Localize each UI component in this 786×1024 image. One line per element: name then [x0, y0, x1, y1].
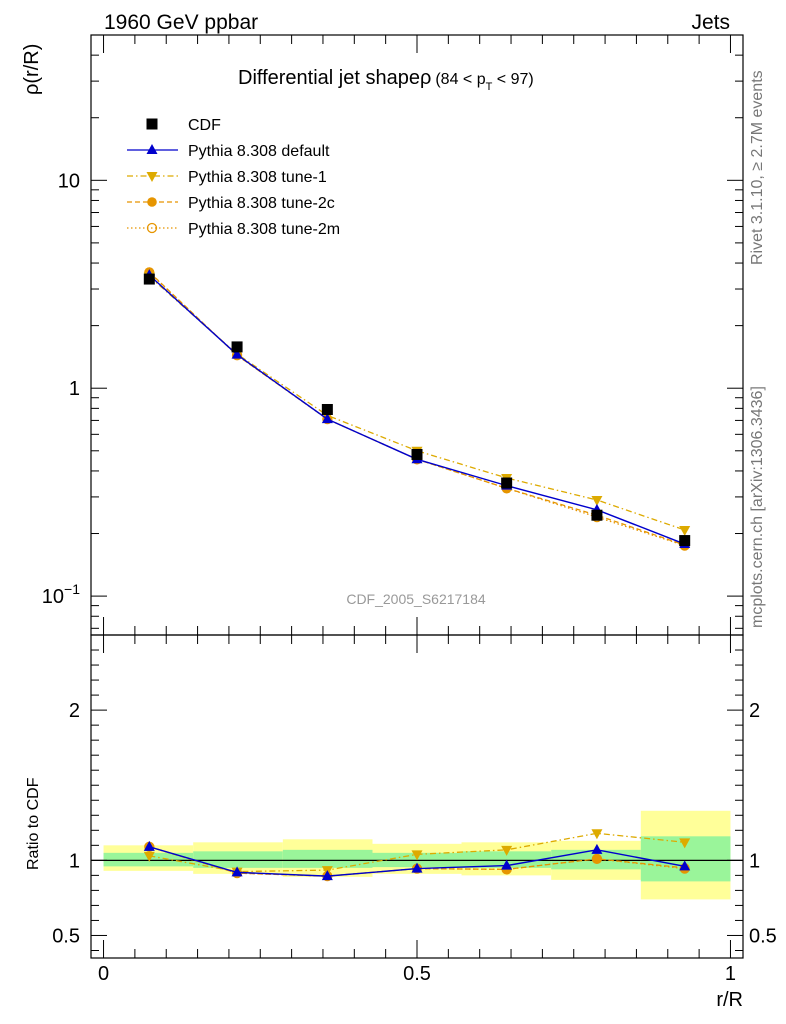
main-title-cut-pre: (84 < p [435, 71, 485, 88]
ratio-point-default-6 [679, 860, 691, 871]
main-point-cdf-6 [679, 535, 691, 547]
ratio-xtick-label-1: 0.5 [403, 963, 431, 985]
legend-entry-tune2m: Pythia 8.308 tune-2m [127, 221, 340, 238]
ratio-xtick-label-2: 1 [725, 963, 736, 985]
legend-label-tune1: Pythia 8.308 tune-1 [188, 169, 327, 186]
legend-marker-cdf [146, 118, 158, 130]
ratio-point-tune1-4 [501, 845, 513, 856]
legend-label-tune2m: Pythia 8.308 tune-2m [188, 221, 340, 238]
main-point-cdf-1 [231, 341, 243, 353]
main-ytick-label-2: 10−1 [42, 581, 80, 608]
ratio-point-default-5 [591, 843, 603, 854]
main-point-cdf-3 [411, 448, 423, 460]
main-line-tune2m [148, 272, 685, 547]
main-point-tune1-5 [591, 495, 603, 506]
side-text-top: Rivet 3.1.10, ≥ 2.7M events [749, 70, 766, 265]
legend-marker-tune2m [146, 222, 158, 234]
legend-entry-tune1: Pythia 8.308 tune-1 [127, 169, 327, 186]
main-title-main: Differential jet shapeρ [238, 67, 431, 89]
ratio-point-default-4 [501, 859, 513, 870]
legend-entry-tune2c: Pythia 8.308 tune-2c [127, 195, 335, 212]
legend-label-tune2c: Pythia 8.308 tune-2c [188, 195, 335, 212]
main-point-default-2 [321, 413, 333, 424]
ratio-point-default-0 [143, 840, 155, 851]
ratio-ytick-label-right-1: 1 [749, 850, 760, 872]
ratio-point-default-3 [411, 862, 423, 873]
main-line-tune2c [148, 271, 685, 546]
ratio-ylabel: Ratio to CDF [25, 777, 42, 870]
legend-marker-tune2c [147, 197, 157, 207]
main-title: Differential jet shapeρ (84 < pT < 97) [238, 67, 534, 93]
main-point-cdf-2 [321, 403, 333, 415]
ratio-frame [90, 634, 744, 959]
main-ytick-label-0: 10 [58, 170, 80, 192]
ratio-point-tune2c-5 [592, 854, 602, 864]
legend-entry-default: Pythia 8.308 default [127, 143, 330, 160]
legend-label-cdf: CDF [188, 117, 221, 134]
legend-entry-cdf: CDF [146, 117, 221, 134]
main-point-cdf-4 [501, 477, 513, 489]
ratio-ytick-label-left-0: 2 [69, 700, 80, 722]
main-line-tune1 [148, 275, 685, 531]
ratio-band-inner-4 [461, 851, 552, 868]
ratio-ytick-label-left-2: 0.5 [52, 925, 80, 947]
main-title-cut-post: < 97) [492, 71, 533, 88]
main-watermark: CDF_2005_S6217184 [346, 591, 486, 607]
ratio-point-default-1 [231, 866, 243, 877]
header-left: 1960 GeV ppbar [104, 11, 258, 34]
main-point-tune1-6 [679, 525, 691, 536]
main-ytick-label-1: 1 [69, 378, 80, 400]
ratio-ytick-label-left-1: 1 [69, 850, 80, 872]
main-point-cdf-0 [143, 273, 155, 285]
main-point-cdf-5 [591, 509, 603, 521]
header-right: Jets [691, 11, 730, 34]
side-text-bottom: mcplots.cern.ch [arXiv:1306.3436] [749, 386, 766, 628]
ratio-panel: 2 2 1 1 0.5 0.5 0 0.5 1 Ratio to CDF r/R [25, 634, 777, 1011]
ratio-band-inner-2 [282, 849, 373, 868]
legend-label-default: Pythia 8.308 default [188, 143, 330, 160]
legend: CDF Pythia 8.308 default Pythia 8.308 tune… [127, 117, 340, 238]
main-ylabel: ρ(r/R) [21, 44, 43, 95]
ratio-point-tune1-3 [411, 850, 423, 861]
ratio-xlabel: r/R [716, 989, 743, 1011]
ratio-point-default-2 [321, 870, 333, 881]
main-panel: 10 1 10−1 Differential jet shapeρ (84 < pT … [21, 34, 744, 636]
ratio-ytick-label-right-2: 0.5 [749, 925, 777, 947]
ratio-point-tune1-5 [591, 829, 603, 840]
main-title-cut-sub: T [486, 81, 493, 93]
ratio-point-tune1-0 [143, 851, 155, 862]
ratio-ytick-label-right-0: 2 [749, 700, 760, 722]
main-line-default [148, 274, 685, 545]
ratio-point-tune1-6 [679, 838, 691, 849]
ratio-band-inner-1 [193, 851, 283, 868]
main-point-default-1 [231, 348, 243, 359]
legend-marker-tune1 [146, 172, 158, 182]
ratio-xtick-label-0: 0 [98, 963, 109, 985]
legend-marker-default [146, 144, 158, 154]
